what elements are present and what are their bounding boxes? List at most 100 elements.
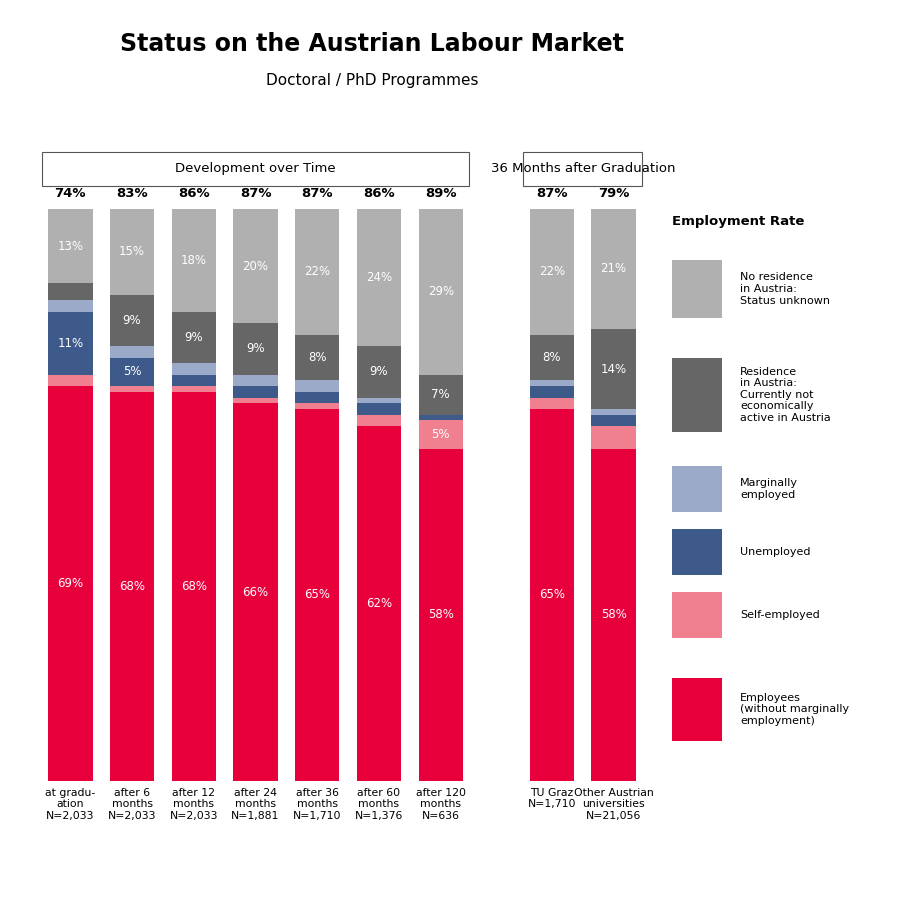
- Bar: [529, 335, 574, 380]
- Bar: [295, 392, 340, 403]
- Text: 87%: 87%: [536, 187, 568, 201]
- Text: 9%: 9%: [123, 314, 142, 327]
- Text: 36 Months after Graduation: 36 Months after Graduation: [490, 163, 675, 175]
- Text: Doctoral / PhD Programmes: Doctoral / PhD Programmes: [266, 73, 479, 88]
- Bar: [672, 529, 722, 575]
- Text: 18%: 18%: [181, 254, 207, 267]
- Bar: [419, 449, 463, 781]
- Bar: [172, 311, 216, 363]
- Bar: [48, 311, 93, 375]
- Bar: [672, 358, 722, 432]
- Bar: [233, 323, 278, 375]
- Text: 74%: 74%: [54, 187, 86, 201]
- Bar: [295, 209, 340, 335]
- Text: 8%: 8%: [543, 351, 561, 364]
- Text: Marginally
employed: Marginally employed: [740, 479, 798, 500]
- Text: 15%: 15%: [119, 245, 145, 258]
- Bar: [42, 152, 469, 186]
- Bar: [529, 409, 574, 781]
- Bar: [672, 678, 722, 741]
- Bar: [672, 592, 722, 637]
- Bar: [233, 209, 278, 323]
- Text: 86%: 86%: [363, 187, 395, 201]
- Text: 5%: 5%: [431, 429, 450, 441]
- Bar: [357, 426, 401, 781]
- Text: 5%: 5%: [123, 365, 142, 379]
- Text: 87%: 87%: [240, 187, 271, 201]
- Text: 9%: 9%: [370, 365, 389, 379]
- Bar: [233, 386, 278, 398]
- Bar: [110, 346, 154, 358]
- Text: 83%: 83%: [116, 187, 148, 201]
- Text: Employment Rate: Employment Rate: [672, 214, 804, 228]
- Bar: [110, 386, 154, 392]
- Bar: [357, 415, 401, 426]
- Bar: [172, 386, 216, 392]
- Bar: [295, 403, 340, 409]
- Bar: [591, 409, 636, 415]
- Text: Employees
(without marginally
employment): Employees (without marginally employment…: [740, 693, 849, 726]
- Text: 58%: 58%: [428, 608, 454, 621]
- Text: Development over Time: Development over Time: [175, 163, 336, 175]
- Text: 62%: 62%: [366, 597, 392, 610]
- Text: 69%: 69%: [57, 577, 84, 590]
- Bar: [524, 152, 642, 186]
- Bar: [529, 386, 574, 398]
- Bar: [591, 329, 636, 409]
- Bar: [48, 386, 93, 781]
- Bar: [48, 301, 93, 311]
- Bar: [48, 375, 93, 386]
- Bar: [357, 403, 401, 415]
- Text: 13%: 13%: [57, 240, 84, 252]
- Bar: [110, 358, 154, 386]
- Bar: [529, 398, 574, 409]
- Text: 86%: 86%: [178, 187, 210, 201]
- Bar: [233, 375, 278, 386]
- Text: 22%: 22%: [538, 265, 565, 278]
- Bar: [295, 409, 340, 781]
- Text: 9%: 9%: [184, 331, 203, 344]
- Text: 87%: 87%: [301, 187, 333, 201]
- Bar: [419, 209, 463, 375]
- Bar: [110, 294, 154, 346]
- Text: Status on the Austrian Labour Market: Status on the Austrian Labour Market: [121, 32, 624, 55]
- Bar: [295, 335, 340, 380]
- Bar: [48, 283, 93, 301]
- Text: 58%: 58%: [601, 608, 627, 621]
- Bar: [172, 209, 216, 311]
- Text: 66%: 66%: [242, 586, 269, 598]
- Bar: [591, 209, 636, 329]
- Text: 65%: 65%: [304, 588, 331, 601]
- Bar: [172, 375, 216, 386]
- Bar: [591, 426, 636, 449]
- Bar: [357, 398, 401, 403]
- Text: 79%: 79%: [598, 187, 629, 201]
- Text: 7%: 7%: [431, 389, 450, 401]
- Text: 14%: 14%: [600, 362, 627, 376]
- Bar: [419, 375, 463, 415]
- Text: 22%: 22%: [304, 265, 331, 278]
- Bar: [110, 209, 154, 294]
- Bar: [419, 415, 463, 420]
- Text: 65%: 65%: [538, 588, 565, 601]
- Text: 8%: 8%: [308, 351, 327, 364]
- Bar: [591, 415, 636, 426]
- Text: 11%: 11%: [57, 337, 84, 350]
- Bar: [419, 420, 463, 449]
- Bar: [110, 392, 154, 781]
- Text: 68%: 68%: [181, 580, 207, 593]
- Bar: [357, 209, 401, 346]
- Bar: [172, 363, 216, 375]
- Text: Unemployed: Unemployed: [740, 547, 811, 558]
- Bar: [672, 467, 722, 512]
- Text: Self-employed: Self-employed: [740, 610, 820, 620]
- Bar: [172, 392, 216, 781]
- Bar: [591, 449, 636, 781]
- Bar: [672, 261, 722, 318]
- Bar: [295, 380, 340, 392]
- Bar: [529, 209, 574, 335]
- Text: 9%: 9%: [246, 342, 265, 356]
- Text: 89%: 89%: [425, 187, 457, 201]
- Text: Residence
in Austria:
Currently not
economically
active in Austria: Residence in Austria: Currently not econ…: [740, 367, 831, 423]
- Bar: [233, 403, 278, 781]
